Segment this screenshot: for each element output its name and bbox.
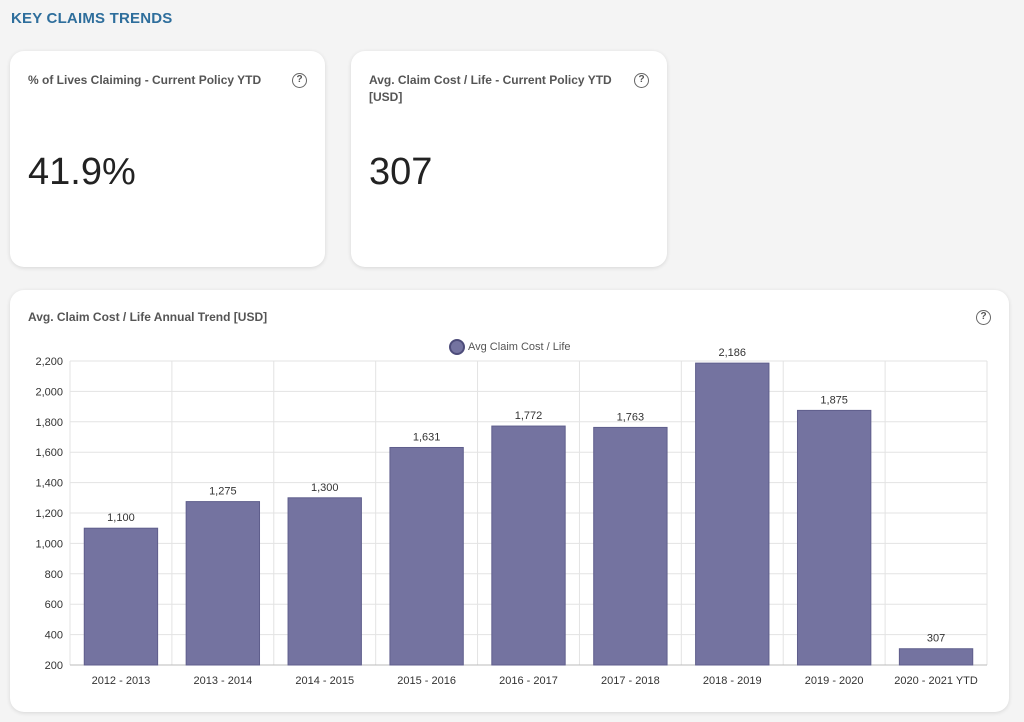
y-tick-label: 1,400 [35, 478, 63, 490]
question-circle-icon[interactable]: ? [292, 73, 307, 88]
bar [287, 497, 362, 666]
y-tick-label: 200 [45, 660, 63, 672]
bar-value-label: 1,300 [311, 482, 339, 494]
bar-value-label: 1,100 [107, 512, 135, 524]
bar [185, 501, 261, 666]
y-tick-label: 600 [45, 599, 63, 611]
y-tick-label: 800 [45, 569, 63, 581]
y-tick-label: 2,200 [35, 356, 63, 368]
x-tick-label: 2015 - 2016 [397, 675, 456, 687]
section-title: KEY CLAIMS TRENDS [11, 10, 173, 27]
bar-value-label: 1,631 [413, 431, 441, 443]
bar-value-label: 1,275 [209, 486, 237, 498]
bar [83, 527, 159, 666]
y-tick-label: 2,000 [35, 386, 63, 398]
y-tick-label: 1,600 [35, 447, 63, 459]
bar-chart: 200 400 600 800 1,000 1,200 1,400 1,600 1,800 2,0… [35, 339, 988, 687]
kpi-title: % of Lives Claiming - Current Policy YTD [28, 73, 262, 87]
y-tick-label: 1,000 [35, 538, 63, 550]
bar [898, 648, 974, 666]
legend-marker [449, 339, 465, 355]
bar-value-label: 307 [927, 633, 945, 645]
bar [389, 446, 464, 666]
bar-value-label: 2,186 [719, 347, 747, 359]
x-tick-label: 2013 - 2014 [193, 675, 252, 687]
chart-card: Avg. Claim Cost / Life Annual Trend [USD… [10, 290, 1009, 712]
x-tick-label: 2012 - 2013 [92, 675, 151, 687]
question-circle-icon[interactable]: ? [634, 73, 649, 88]
question-circle-icon[interactable]: ? [976, 310, 991, 325]
bar-value-label: 1,763 [617, 411, 645, 423]
y-tick-label: 1,200 [35, 508, 63, 520]
kpi-value: 41.9% [28, 151, 136, 193]
x-tick-label: 2014 - 2015 [295, 675, 354, 687]
x-tick-label: 2020 - 2021 YTD [894, 675, 978, 687]
bar-value-label: 1,875 [820, 394, 848, 406]
kpi-title: Avg. Claim Cost / Life - Current Policy … [369, 73, 612, 104]
x-tick-label: 2019 - 2020 [805, 675, 864, 687]
legend-label: Avg Claim Cost / Life [468, 341, 571, 353]
bar [796, 409, 872, 666]
bar-value-label: 1,772 [515, 410, 543, 422]
bar [593, 426, 668, 666]
kpi-card-lives-claiming: % of Lives Claiming - Current Policy YTD… [10, 51, 325, 267]
x-tick-label: 2018 - 2019 [703, 675, 762, 687]
kpi-value: 307 [369, 151, 433, 193]
chart-title: Avg. Claim Cost / Life Annual Trend [USD… [28, 310, 268, 324]
bar [695, 362, 770, 666]
kpi-card-avg-claim-cost: Avg. Claim Cost / Life - Current Policy … [351, 51, 667, 267]
y-tick-label: 400 [45, 630, 63, 642]
y-tick-label: 1,800 [35, 417, 63, 429]
x-tick-label: 2017 - 2018 [601, 675, 660, 687]
bar [491, 425, 566, 666]
x-tick-label: 2016 - 2017 [499, 675, 558, 687]
